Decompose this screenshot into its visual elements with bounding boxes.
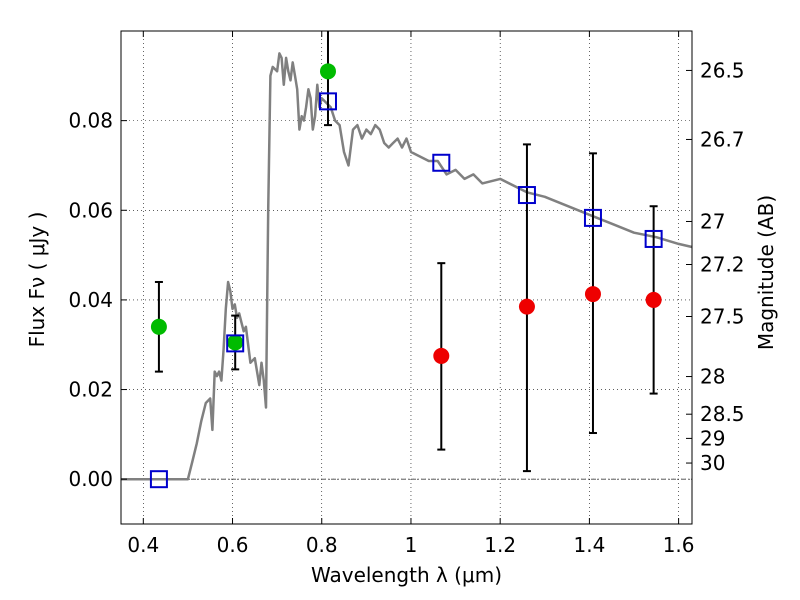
- right-tick-label: 26.5: [700, 58, 745, 82]
- right-tick-label: 29: [700, 426, 725, 450]
- x-tick-label: 1.2: [484, 533, 516, 557]
- y-axis-ticks: 0.00 0.02 0.04 0.06 0.08: [68, 109, 127, 491]
- model-photometry-square: [149, 470, 168, 489]
- upper-limit-point: [645, 291, 662, 308]
- error-bars: [154, 31, 658, 473]
- right-tick-label: 30: [700, 451, 725, 475]
- x-tick-label: 1: [405, 533, 418, 557]
- model-photometry-square: [226, 334, 245, 353]
- right-tick-label: 27.5: [700, 304, 745, 328]
- right-tick-label: 28.5: [700, 402, 745, 426]
- right-tick-label: 28: [700, 365, 725, 389]
- y-tick-label: 0.08: [68, 109, 113, 133]
- data-points: [149, 63, 663, 489]
- model-spectrum-line: [121, 52, 693, 481]
- right-axis-label: Magnitude (AB): [754, 195, 778, 350]
- detection-point: [150, 318, 167, 335]
- x-axis-ticks: 0.4 0.6 0.8 1 1.2 1.4 1.6: [127, 31, 695, 557]
- right-tick-label: 27.2: [700, 253, 745, 277]
- x-tick-label: 0.8: [306, 533, 338, 557]
- right-tick-label: 26.7: [700, 127, 745, 151]
- x-tick-label: 0.4: [127, 533, 159, 557]
- plot-frame: [120, 30, 693, 525]
- model-photometry-square: [583, 208, 602, 227]
- y-tick-label: 0.00: [68, 467, 113, 491]
- upper-limit-point: [433, 347, 450, 364]
- upper-limit-point: [584, 286, 601, 303]
- model-photometry-square: [517, 186, 536, 205]
- x-tick-label: 1.4: [573, 533, 605, 557]
- model-photometry-square: [644, 229, 663, 248]
- x-tick-label: 1.6: [663, 533, 695, 557]
- detection-point: [227, 334, 244, 351]
- right-tick-label: 27: [700, 209, 725, 233]
- model-photometry-square: [432, 153, 451, 172]
- model-photometry-square: [318, 92, 337, 111]
- y-tick-label: 0.06: [68, 198, 113, 222]
- y-tick-label: 0.02: [68, 378, 113, 402]
- y-tick-label: 0.04: [68, 288, 113, 312]
- model-spectrum: [121, 52, 693, 481]
- x-axis-label: Wavelength λ (μm): [311, 563, 502, 587]
- detection-point: [319, 63, 336, 80]
- upper-limit-point: [518, 298, 535, 315]
- x-tick-label: 0.6: [217, 533, 249, 557]
- grid-lines: [121, 31, 692, 524]
- y-axis-label: Flux Fν ( μJy ): [25, 212, 49, 348]
